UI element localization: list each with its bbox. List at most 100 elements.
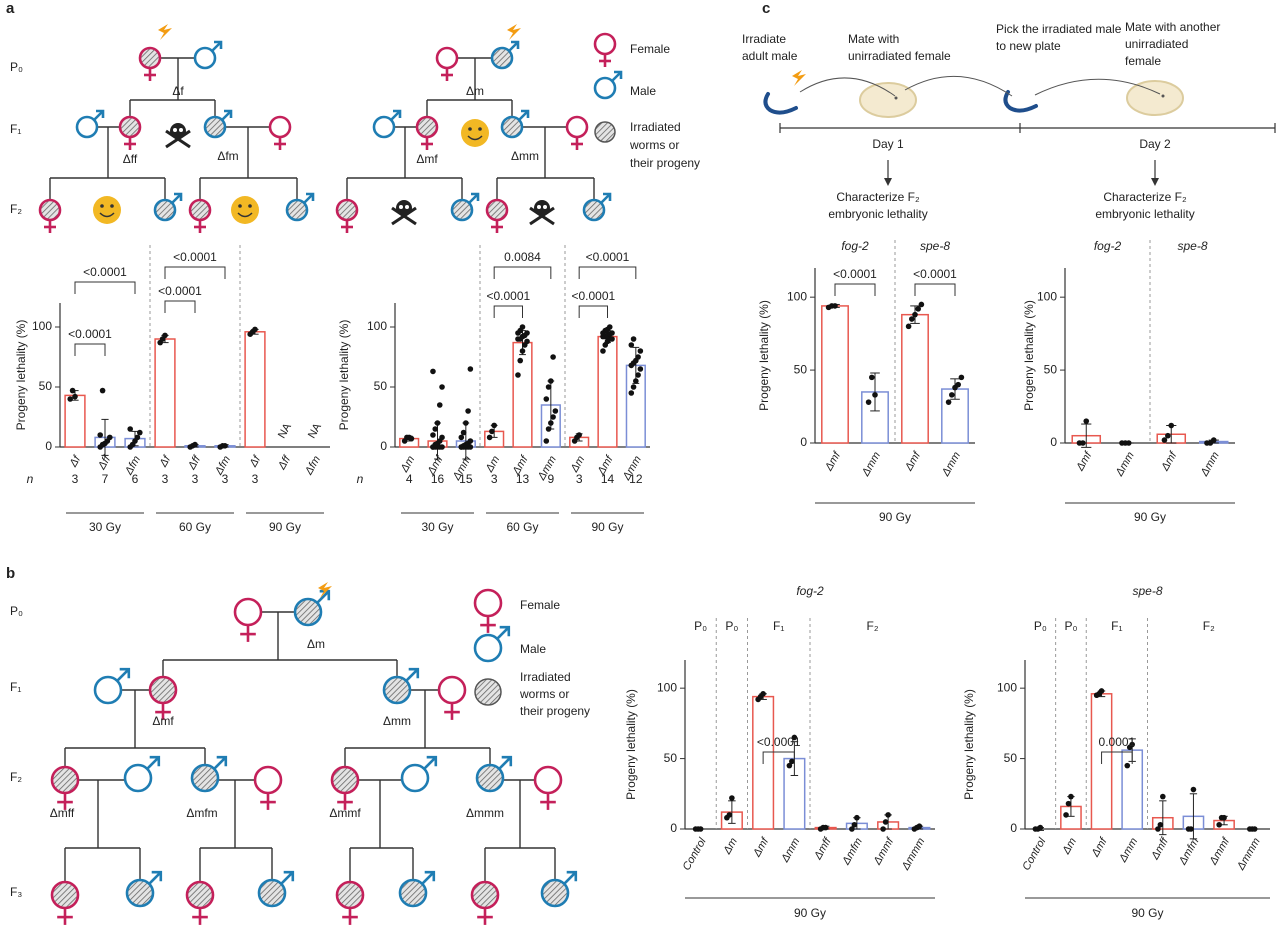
data-point xyxy=(430,432,436,438)
male-symbol xyxy=(211,41,222,52)
step-text: female xyxy=(1125,54,1161,68)
data-point xyxy=(1083,418,1090,424)
significance-bracket xyxy=(914,283,956,296)
data-point xyxy=(832,303,838,309)
significance-bracket xyxy=(74,343,106,356)
data-point xyxy=(822,824,829,831)
data-point xyxy=(949,392,955,398)
y-axis-label: Progeny lethality (%) xyxy=(1022,300,1036,411)
step-text: to new plate xyxy=(996,39,1061,53)
data-point xyxy=(548,378,554,384)
data-point xyxy=(436,402,443,408)
data-point xyxy=(628,342,635,348)
generation-label: F₂ xyxy=(10,770,22,784)
pedigree-label: Δf xyxy=(172,84,184,98)
legend-text: Male xyxy=(520,642,546,656)
male-symbol xyxy=(475,763,505,793)
data-point xyxy=(882,819,889,825)
male-symbol xyxy=(603,192,612,201)
data-point xyxy=(635,354,641,360)
data-point xyxy=(786,762,793,769)
data-point xyxy=(545,426,552,432)
bar xyxy=(244,331,266,448)
chart-title: spe-8 xyxy=(1132,584,1162,598)
data-point xyxy=(955,381,961,388)
generation-label: P₀ xyxy=(10,604,23,618)
male-symbol xyxy=(611,71,622,82)
legend-text: Female xyxy=(520,598,560,612)
x-tick-label: Δmf xyxy=(902,449,923,474)
female-symbol xyxy=(533,765,563,795)
legend-text: Irradiated xyxy=(630,120,681,134)
x-tick-label: Δf xyxy=(67,453,84,470)
skull-icon xyxy=(399,205,403,209)
data-point xyxy=(760,691,766,697)
p-value: <0.0001 xyxy=(833,267,877,281)
y-tick-label: 0 xyxy=(45,439,52,453)
outcome-text: Characterize F₂ xyxy=(1103,190,1187,204)
data-point xyxy=(1125,440,1132,446)
data-point xyxy=(519,324,526,330)
data-point xyxy=(439,444,445,450)
y-tick-label: 50 xyxy=(1044,362,1058,376)
y-axis-label: Progeny lethality (%) xyxy=(962,689,976,800)
skull-icon xyxy=(396,200,412,216)
group-label: F₂ xyxy=(1203,619,1215,633)
step-text: Pick the irradiated male xyxy=(996,22,1122,36)
data-point xyxy=(408,435,415,442)
plate-icon xyxy=(859,82,917,118)
y-tick-label: 100 xyxy=(367,319,387,333)
smiley-icon xyxy=(100,204,104,208)
value-label: NA xyxy=(276,421,294,441)
step-text: adult male xyxy=(742,49,798,63)
data-point xyxy=(515,372,521,378)
data-point xyxy=(945,399,952,405)
smiley-icon xyxy=(93,196,121,224)
x-tick-label: Δmfm xyxy=(1176,836,1201,868)
legend-text: their progeny xyxy=(520,704,590,718)
male-symbol xyxy=(600,193,611,204)
x-tick-label: Δmmm xyxy=(1234,836,1262,873)
x-tick-label: Δmm xyxy=(1198,450,1222,479)
smiley-icon xyxy=(237,212,253,218)
worm-icon xyxy=(1003,90,1038,113)
male-symbol xyxy=(125,878,155,908)
male-symbol xyxy=(473,633,503,663)
x-tick-label: Δm xyxy=(1060,836,1079,857)
x-tick-label: Δmff xyxy=(812,835,835,862)
male-symbol xyxy=(423,756,437,770)
male-symbol xyxy=(280,871,294,885)
n-value: 3 xyxy=(192,472,199,486)
panel-label: c xyxy=(762,0,770,17)
p-value: <0.0001 xyxy=(486,289,530,303)
x-tick-label: Δff xyxy=(95,453,113,472)
male-symbol xyxy=(408,667,420,679)
data-point xyxy=(543,438,550,444)
step-text: unirradiated xyxy=(1125,37,1188,51)
n-label: n xyxy=(357,472,364,486)
n-value: 9 xyxy=(547,472,554,486)
data-point xyxy=(432,426,439,432)
step-text: unirradiated female xyxy=(848,49,951,63)
female-symbol xyxy=(437,675,467,705)
significance-bracket xyxy=(164,300,196,313)
data-point xyxy=(1221,814,1227,821)
female-symbol xyxy=(148,675,178,705)
group-label: 90 Gy xyxy=(794,906,826,920)
male-symbol xyxy=(450,198,474,222)
group-label: 30 Gy xyxy=(421,520,453,534)
pedigree-label: Δmff xyxy=(50,806,75,820)
smiley-icon xyxy=(461,119,489,147)
bar xyxy=(512,341,533,448)
x-tick-label: Δf xyxy=(247,453,264,470)
n-value: 3 xyxy=(222,472,229,486)
group-label: 30 Gy xyxy=(89,520,121,534)
significance-bracket xyxy=(762,751,795,764)
data-point xyxy=(916,823,923,829)
plate-icon xyxy=(1126,80,1184,116)
data-point xyxy=(550,414,556,420)
data-point xyxy=(439,434,445,441)
male-symbol xyxy=(96,109,105,118)
male-symbol xyxy=(293,597,323,627)
